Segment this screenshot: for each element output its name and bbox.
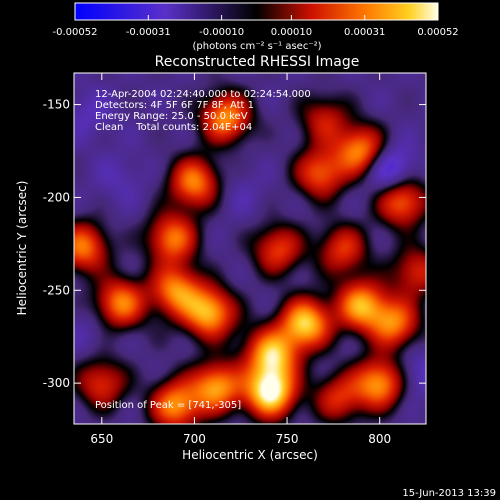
annotation-peak: Position of Peak = [741,-305] (95, 400, 241, 411)
heatmap-image (74, 73, 426, 424)
y-tick-label: -200 (43, 190, 70, 204)
plot-frame (73, 72, 427, 425)
colorbar (74, 2, 439, 21)
chart-title: Reconstructed RHESSI Image (155, 54, 360, 70)
x-axis-label: Heliocentric X (arcsec) (182, 448, 318, 462)
footer-timestamp: 15-Jun-2013 13:39 (402, 488, 496, 499)
annotation-energy: Energy Range: 25.0 - 50.0 keV (95, 111, 248, 122)
colorbar-tick-label: 0.00052 (417, 27, 458, 38)
annotation-clean: Clean Total counts: 2.04E+04 (95, 122, 252, 133)
colorbar-tick-label: -0.00052 (53, 27, 98, 38)
colorbar-tick-label: 0.00010 (271, 27, 312, 38)
colorbar-tick-label: -0.00010 (199, 27, 244, 38)
y-tick-label: -300 (43, 376, 70, 390)
colorbar-tick-label: -0.00031 (126, 27, 171, 38)
y-tick-label: -150 (43, 98, 70, 112)
x-tick-label: 700 (183, 432, 206, 446)
x-tick-label: 650 (90, 432, 113, 446)
x-tick-label: 800 (368, 432, 391, 446)
annotation-detectors: Detectors: 4F 5F 6F 7F 8F, Att 1 (95, 100, 254, 111)
annotation-time: 12-Apr-2004 02:24:40.000 to 02:24:54.000 (95, 89, 311, 100)
colorbar-units-label: (photons cm⁻² s⁻¹ asec⁻²) (192, 41, 321, 52)
y-tick-label: -250 (43, 283, 70, 297)
colorbar-ticks: -0.00052 -0.00031 -0.00010 0.00010 0.00031 0.… (53, 15, 459, 38)
colorbar-tick-label: 0.00031 (344, 27, 385, 38)
x-tick-label: 750 (276, 432, 299, 446)
axes: 650 700 750 800 -150 -200 -250 -300 (43, 73, 426, 446)
annotation-block: 12-Apr-2004 02:24:40.000 to 02:24:54.000… (95, 89, 311, 411)
y-axis-label: Heliocentric Y (arcsec) (15, 181, 29, 316)
